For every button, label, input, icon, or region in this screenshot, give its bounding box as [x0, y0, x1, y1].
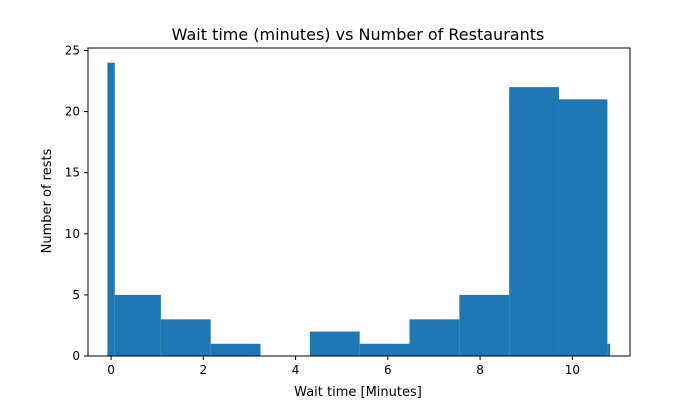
y-tick-label: 5 — [72, 288, 80, 302]
histogram-bar-9 — [558, 99, 608, 356]
x-tick-label: 10 — [565, 363, 580, 377]
histogram-bar-5 — [359, 343, 410, 356]
x-tick-label: 2 — [199, 363, 207, 377]
x-tick-label: 4 — [292, 363, 300, 377]
chart-title: Wait time (minutes) vs Number of Restaur… — [172, 25, 545, 44]
histogram-bar-2 — [160, 319, 211, 356]
y-tick-label: 25 — [65, 43, 80, 57]
histogram-bar-0 — [107, 62, 115, 357]
histogram-bar-1 — [114, 294, 161, 356]
histogram-bar-7 — [459, 294, 510, 356]
plot-area — [87, 47, 631, 357]
histogram-bar-8 — [509, 87, 559, 357]
x-tick-label: 8 — [476, 363, 484, 377]
axes-frame — [87, 47, 631, 357]
x-tick-label: 6 — [384, 363, 392, 377]
y-tick-label: 20 — [65, 105, 80, 119]
y-tick-label: 10 — [65, 227, 80, 241]
x-axis-label: Wait time [Minutes] — [294, 385, 422, 400]
x-axis: 0 2 4 6 8 10 — [107, 356, 580, 377]
y-tick-label: 0 — [72, 349, 80, 363]
y-axis-label: Number of rests — [40, 148, 55, 253]
histogram-bar-3 — [210, 343, 261, 356]
y-tick-label: 15 — [65, 166, 80, 180]
histogram-bar-4 — [309, 331, 360, 356]
x-tick-label: 0 — [107, 363, 115, 377]
y-axis: 0 5 10 15 20 25 — [65, 43, 88, 363]
histogram-bar-6 — [409, 319, 460, 356]
histogram-bar-10 — [607, 343, 611, 356]
